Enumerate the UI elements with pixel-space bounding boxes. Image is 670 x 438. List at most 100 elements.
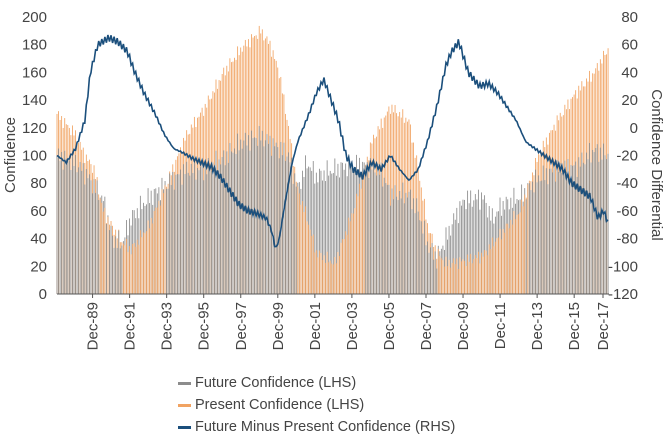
future-bar: [457, 223, 459, 294]
future-bar: [342, 162, 343, 294]
future-bar: [343, 169, 345, 294]
x-tick-label: Dec-91: [122, 302, 139, 350]
present-bar: [354, 208, 356, 294]
present-bar: [447, 266, 448, 294]
future-bar: [119, 248, 121, 294]
future-bar: [84, 184, 86, 294]
present-bar: [302, 201, 303, 294]
right-tick-label: -60: [616, 203, 638, 220]
future-bar: [328, 175, 330, 294]
present-bar: [468, 261, 470, 294]
present-bar: [440, 258, 442, 294]
future-bar: [411, 209, 413, 294]
future-bar: [579, 166, 581, 294]
future-bar: [581, 152, 583, 294]
future-bar: [323, 170, 325, 294]
present-bar: [505, 223, 507, 294]
future-bar: [118, 230, 120, 294]
future-bar: [586, 152, 587, 294]
present-bar: [521, 199, 523, 294]
left-tick-label: 200: [22, 9, 47, 26]
present-bar: [482, 256, 484, 294]
present-bar: [450, 267, 452, 294]
future-bar: [539, 181, 541, 294]
future-bar: [209, 168, 211, 294]
present-bar: [511, 224, 513, 294]
present-bar: [300, 204, 302, 294]
future-bar: [484, 195, 486, 294]
x-tick-label: Dec-11: [492, 302, 509, 349]
left-tick-label: 0: [39, 286, 47, 303]
present-bar: [150, 217, 152, 294]
x-tick-label: Dec-03: [344, 302, 361, 350]
present-bar: [314, 252, 316, 294]
present-bar: [498, 237, 499, 294]
future-bar: [289, 162, 291, 294]
present-bar: [102, 211, 104, 294]
legend-label-present: Present Confidence (LHS): [195, 397, 365, 413]
future-bar: [570, 165, 572, 294]
present-bar: [332, 264, 334, 294]
present-bar: [477, 251, 479, 294]
future-bar: [263, 146, 265, 294]
future-bar: [178, 174, 180, 294]
future-bar: [453, 213, 455, 294]
future-bar: [167, 188, 169, 294]
future-bar: [181, 184, 183, 294]
future-bar: [482, 199, 484, 294]
future-bar: [471, 206, 473, 294]
future-bar: [187, 172, 189, 294]
legend-label-differential: Future Minus Present Confidence (RHS): [195, 419, 456, 435]
future-bar: [110, 225, 112, 294]
future-bar: [552, 172, 553, 294]
x-tick-label: Dec-15: [566, 302, 583, 350]
present-bar: [104, 207, 106, 294]
present-bar: [349, 221, 351, 294]
x-axis-ticks: Dec-89 Dec-91 Dec-93 Dec-95 Dec-97 Dec-99 Dec-…: [85, 294, 612, 350]
future-bar: [389, 205, 391, 294]
future-bar: [423, 220, 425, 294]
future-bar: [379, 174, 381, 294]
future-bar: [268, 143, 269, 294]
future-bar: [274, 146, 276, 294]
present-bar: [325, 262, 327, 294]
future-bar: [332, 173, 334, 294]
future-bar: [70, 170, 72, 294]
future-bar: [335, 175, 337, 294]
future-bar: [226, 151, 228, 294]
future-bar: [485, 202, 487, 294]
future-bar: [479, 209, 481, 294]
future-bar: [62, 169, 64, 294]
present-bar: [461, 261, 462, 294]
x-tick-label: Dec-97: [233, 302, 250, 350]
future-bar: [576, 176, 578, 294]
present-bar: [508, 228, 510, 294]
present-bar: [158, 200, 160, 294]
future-bar: [105, 223, 107, 294]
present-bar: [474, 255, 476, 294]
present-bar: [146, 231, 147, 294]
present-bar: [522, 206, 524, 294]
future-bar: [607, 153, 609, 294]
present-bar: [457, 269, 459, 294]
future-bar: [425, 245, 427, 294]
future-bar: [553, 167, 555, 294]
future-bar: [217, 170, 218, 294]
future-bar: [569, 178, 570, 294]
present-bar: [318, 250, 320, 294]
present-bar: [334, 256, 336, 294]
future-bar: [322, 180, 323, 294]
present-bar: [515, 219, 516, 294]
left-tick-label: 80: [30, 175, 47, 192]
left-tick-label: 60: [30, 203, 47, 220]
x-tick-label: Dec-89: [85, 302, 102, 350]
present-bar: [129, 246, 130, 294]
right-tick-label: -120: [608, 286, 638, 303]
future-bar: [339, 177, 340, 294]
future-bar: [567, 159, 569, 294]
present-bar: [519, 212, 521, 294]
future-bar: [587, 159, 589, 294]
present-bar: [303, 212, 305, 294]
future-bar: [473, 200, 475, 294]
present-bar: [161, 189, 163, 294]
